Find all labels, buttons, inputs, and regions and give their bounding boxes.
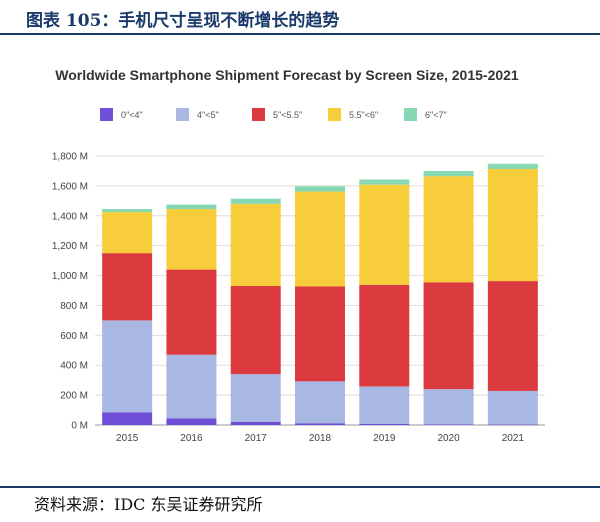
- bar-2020-series-2: [423, 282, 474, 390]
- x-tick-label-2015: 2015: [116, 433, 139, 444]
- x-tick-label-2016: 2016: [180, 433, 203, 444]
- y-tick-label-7: 1,400 M: [52, 211, 88, 222]
- bar-2017-series-4: [230, 198, 281, 204]
- bar-2021-series-3: [487, 169, 538, 282]
- bar-2021-series-1: [487, 390, 538, 425]
- top-divider: [0, 33, 600, 35]
- x-axis: 2015 2016 2017 2018 2019 2020 2021: [116, 433, 524, 444]
- bar-2018-series-4: [295, 186, 345, 192]
- bar-2018-series-1: [295, 381, 345, 424]
- bar-2017-series-0: [230, 422, 281, 425]
- x-tick-label-2017: 2017: [245, 433, 268, 444]
- bar-2019-series-1: [359, 386, 410, 424]
- y-tick-label-1: 200 M: [60, 391, 88, 402]
- bottom-divider: [0, 486, 600, 488]
- legend-swatch-1: [176, 108, 189, 121]
- y-tick-label-8: 1,600 M: [52, 181, 88, 192]
- y-tick-label-6: 1,200 M: [52, 241, 88, 252]
- legend-label-3: 5.5"<6": [349, 110, 378, 120]
- x-tick-label-2018: 2018: [309, 433, 332, 444]
- bar-2016-series-4: [166, 204, 217, 210]
- y-tick-label-9: 1,800 M: [52, 152, 88, 163]
- legend-label-1: 4"<5": [197, 110, 219, 120]
- x-tick-label-2019: 2019: [373, 433, 396, 444]
- bar-2016-series-2: [166, 269, 217, 355]
- y-tick-label-0: 0 M: [71, 421, 88, 432]
- bar-2016-series-0: [166, 418, 217, 425]
- stacked-bar-chart: Worldwide Smartphone Shipment Forecast b…: [52, 67, 545, 444]
- bar-2021-series-4: [487, 163, 538, 170]
- legend-label-0: 0"<4": [121, 110, 143, 120]
- x-tick-label-2020: 2020: [437, 433, 460, 444]
- bar-2018-series-2: [295, 286, 345, 382]
- figure-title: 图表 105：手机尺寸呈现不断增长的趋势: [26, 11, 340, 31]
- source-note: 资料来源：IDC 东吴证券研究所: [34, 495, 263, 514]
- bar-2020-series-3: [423, 176, 474, 283]
- bar-2015-series-3: [102, 212, 153, 254]
- bar-2015-series-4: [102, 209, 153, 213]
- legend-label-4: 6"<7": [425, 110, 447, 120]
- bar-2019-series-2: [359, 284, 410, 387]
- bar-2020-series-4: [423, 170, 474, 177]
- x-tick-label-2021: 2021: [502, 433, 525, 444]
- legend-swatch-4: [404, 108, 417, 121]
- y-tick-label-4: 800 M: [60, 301, 88, 312]
- legend-swatch-3: [328, 108, 341, 121]
- bar-2019-series-4: [359, 179, 410, 185]
- bar-2017-series-3: [230, 203, 281, 287]
- legend-swatch-2: [252, 108, 265, 121]
- bar-2015-series-2: [102, 253, 153, 321]
- chart-title: Worldwide Smartphone Shipment Forecast b…: [55, 67, 519, 83]
- bar-2017-series-2: [230, 286, 281, 375]
- bar-2020-series-1: [423, 389, 474, 425]
- legend-label-2: 5"<5.5": [273, 110, 302, 120]
- bar-2019-series-3: [359, 184, 410, 285]
- y-tick-label-5: 1,000 M: [52, 271, 88, 282]
- bar-2017-series-1: [230, 374, 281, 423]
- bar-2018-series-3: [295, 191, 345, 287]
- legend-swatch-0: [100, 108, 113, 121]
- bar-2018-series-0: [295, 423, 345, 425]
- bar-2019-series-0: [359, 423, 410, 425]
- bar-2015-series-0: [102, 412, 153, 425]
- bar-2016-series-3: [166, 209, 217, 270]
- bar-2016-series-1: [166, 354, 217, 419]
- bar-2015-series-1: [102, 320, 153, 413]
- chart-bars: [102, 163, 538, 425]
- chart-legend: 0"<4" 4"<5" 5"<5.5" 5.5"<6" 6"<7": [100, 108, 447, 121]
- bar-2020-series-0: [423, 424, 474, 425]
- y-axis: 0 M 200 M 400 M 600 M 800 M 1,000 M 1,200 M 1,4…: [52, 152, 88, 432]
- bar-2021-series-2: [487, 281, 538, 391]
- y-tick-label-2: 400 M: [60, 361, 88, 372]
- y-tick-label-3: 600 M: [60, 331, 88, 342]
